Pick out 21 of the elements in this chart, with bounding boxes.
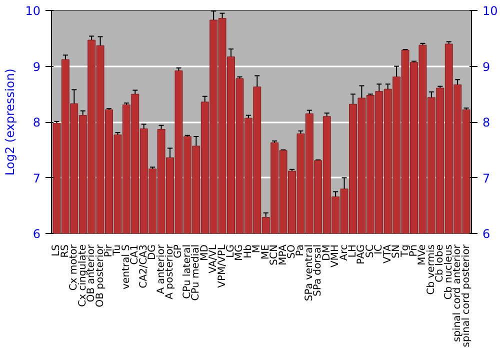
x-tick-label: spinal cord posterior — [460, 244, 472, 348]
x-tick-label: DG — [147, 244, 158, 260]
x-tick-label: Pa — [295, 244, 306, 256]
y-axis-title: Log2 (expression) — [3, 68, 18, 176]
y-tick-label: 9 — [32, 60, 41, 74]
x-tick-label: A posterior — [164, 244, 176, 300]
y2-tick-label: 7 — [482, 171, 490, 186]
x-tick-label: GP — [173, 244, 184, 258]
y-tick-label: 8 — [32, 116, 41, 130]
y-tick-label: 6 — [32, 227, 41, 241]
y2-tick-label: 10 — [482, 4, 498, 18]
y-tick-label: 7 — [32, 171, 41, 186]
x-tick-label: MVe — [417, 244, 428, 266]
y2-tick-label: 8 — [482, 116, 490, 130]
y2-tick-label: 6 — [482, 227, 490, 241]
x-tick-label: OB posterior — [94, 244, 106, 308]
y2-tick-label: 9 — [482, 60, 490, 74]
x-tick-label: RS — [60, 244, 71, 258]
x-tick-label: Cb lobe — [434, 244, 446, 282]
x-tick-label: Tg — [400, 244, 411, 258]
y-tick-label: 10 — [25, 4, 41, 18]
